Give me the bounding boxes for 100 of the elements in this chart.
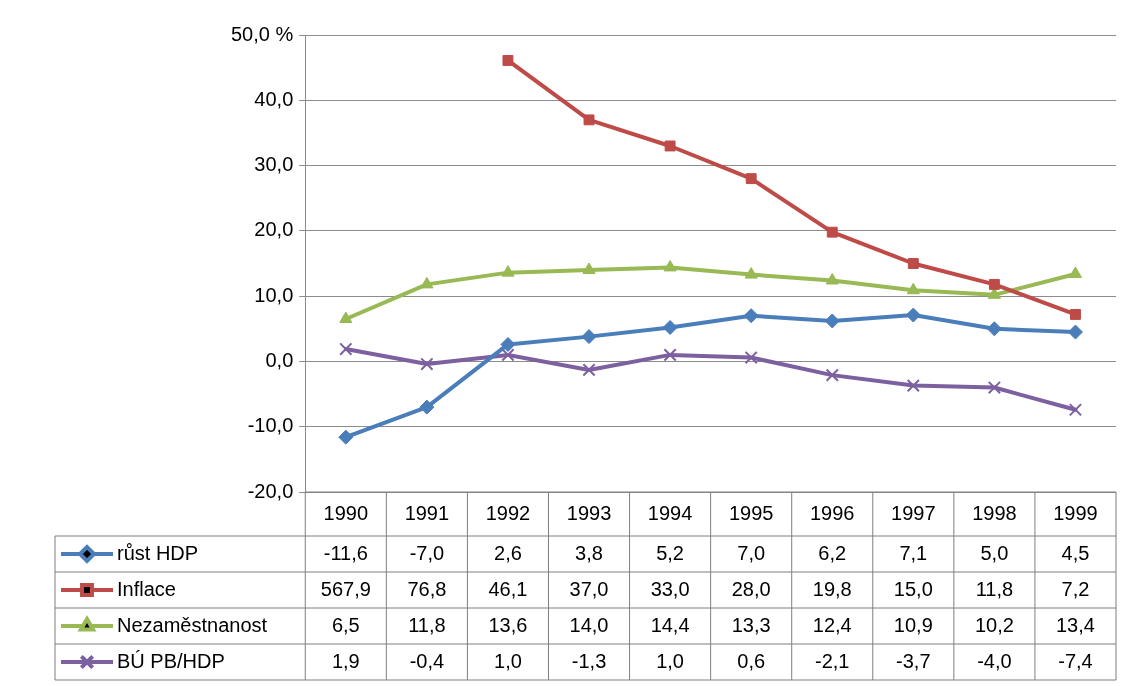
point xyxy=(663,348,677,362)
y-tick-label: -10,0 xyxy=(247,414,294,437)
point xyxy=(339,342,353,356)
legend-label: Inflace xyxy=(117,577,176,600)
data-label: -4,0 xyxy=(977,649,1012,672)
x-tick-label: 1992 xyxy=(485,501,531,524)
data-label: 37,0 xyxy=(569,577,609,600)
data-label: 7,2 xyxy=(1061,577,1090,600)
point xyxy=(988,278,1000,290)
legend-label: Nezaměstnanost xyxy=(117,613,268,636)
point xyxy=(582,262,596,275)
point xyxy=(581,329,597,345)
point xyxy=(986,321,1002,337)
point xyxy=(906,378,920,393)
y-tick-label: 0,0 xyxy=(265,348,294,371)
data-label: -7,4 xyxy=(1058,649,1093,672)
point xyxy=(419,399,435,415)
data-label: 7,1 xyxy=(899,541,928,564)
point xyxy=(582,363,596,377)
x-tick-label: 1999 xyxy=(1053,501,1098,524)
point xyxy=(905,307,921,323)
point xyxy=(744,267,758,279)
data-label: -2,1 xyxy=(815,649,850,672)
data-label: 6,2 xyxy=(818,541,847,564)
point xyxy=(1068,403,1083,417)
data-label: -3,7 xyxy=(896,649,931,672)
data-label: 13,4 xyxy=(1055,613,1095,636)
y-tick-label: -20,0 xyxy=(247,479,294,502)
data-label: 11,8 xyxy=(975,577,1014,600)
point xyxy=(339,311,353,323)
x-tick-label: 1994 xyxy=(647,501,693,524)
data-label: 28,0 xyxy=(731,577,771,600)
y-tick-label: 50,0 % xyxy=(231,22,294,45)
y-tick-label: 10,0 xyxy=(254,283,294,306)
point xyxy=(987,380,1002,395)
data-label: 1,9 xyxy=(331,649,360,672)
x-tick-label: 1997 xyxy=(891,501,936,524)
legend-label: BÚ PB/HDP xyxy=(117,649,225,672)
point xyxy=(1070,308,1081,320)
point xyxy=(502,55,514,66)
point xyxy=(825,272,839,285)
point xyxy=(906,282,920,295)
data-label: 2,6 xyxy=(494,541,522,564)
data-label: 7,0 xyxy=(737,541,766,564)
y-tick-label: 30,0 xyxy=(254,153,294,176)
legend-label: růst HDP xyxy=(117,541,199,564)
data-label: 13,6 xyxy=(488,613,528,636)
data-label: 5,0 xyxy=(980,541,1009,564)
data-label: -1,3 xyxy=(571,649,607,672)
point xyxy=(664,140,676,152)
point xyxy=(907,258,919,269)
x-tick-label: 1990 xyxy=(323,501,369,524)
data-label: 19,8 xyxy=(812,577,852,600)
point xyxy=(825,368,839,382)
point xyxy=(338,429,354,445)
text: 567,9 xyxy=(320,577,371,600)
data-label: 10,9 xyxy=(893,613,933,636)
data-label: -0,4 xyxy=(409,649,445,672)
data-label: 3,8 xyxy=(575,541,603,564)
y-tick-label: 20,0 xyxy=(254,218,294,241)
point xyxy=(1067,324,1083,340)
point xyxy=(501,265,515,277)
point xyxy=(662,319,678,335)
x-tick-label: 1991 xyxy=(404,501,450,524)
point xyxy=(500,336,516,352)
point xyxy=(826,226,838,238)
x-tick-label: 1995 xyxy=(728,501,774,524)
data-label: 11,8 xyxy=(408,613,446,636)
data-label: 0,6 xyxy=(737,649,766,672)
point xyxy=(420,276,434,289)
point xyxy=(420,357,434,371)
point xyxy=(663,259,677,272)
point xyxy=(583,114,595,126)
data-label: -11,6 xyxy=(323,541,368,564)
data-label: -7,0 xyxy=(409,541,445,564)
point xyxy=(744,350,758,365)
data-label: 46,1 xyxy=(488,577,528,600)
point xyxy=(743,308,759,324)
data-label: 14,4 xyxy=(650,613,690,636)
y-tick-label: 40,0 xyxy=(254,87,294,110)
point xyxy=(745,173,757,185)
data-label: 5,2 xyxy=(656,541,684,564)
point xyxy=(1068,266,1083,278)
point xyxy=(824,313,840,329)
point xyxy=(501,348,515,362)
data-label: 10,2 xyxy=(974,613,1014,636)
point xyxy=(987,287,1001,299)
x-tick-label: 1996 xyxy=(809,501,855,524)
data-label: 15,0 xyxy=(893,577,933,600)
data-label: 13,3 xyxy=(731,613,771,636)
data-label: 12,4 xyxy=(812,613,852,636)
x-tick-label: 1998 xyxy=(972,501,1017,524)
data-label: 4,5 xyxy=(1061,541,1090,564)
text: 76,8 xyxy=(407,577,447,600)
data-label: 1,0 xyxy=(494,649,522,672)
data-label: 1,0 xyxy=(656,649,684,672)
data-label: 6,5 xyxy=(331,613,360,636)
data-label: 14,0 xyxy=(569,613,609,636)
data-label: 33,0 xyxy=(650,577,690,600)
x-tick-label: 1993 xyxy=(566,501,612,524)
